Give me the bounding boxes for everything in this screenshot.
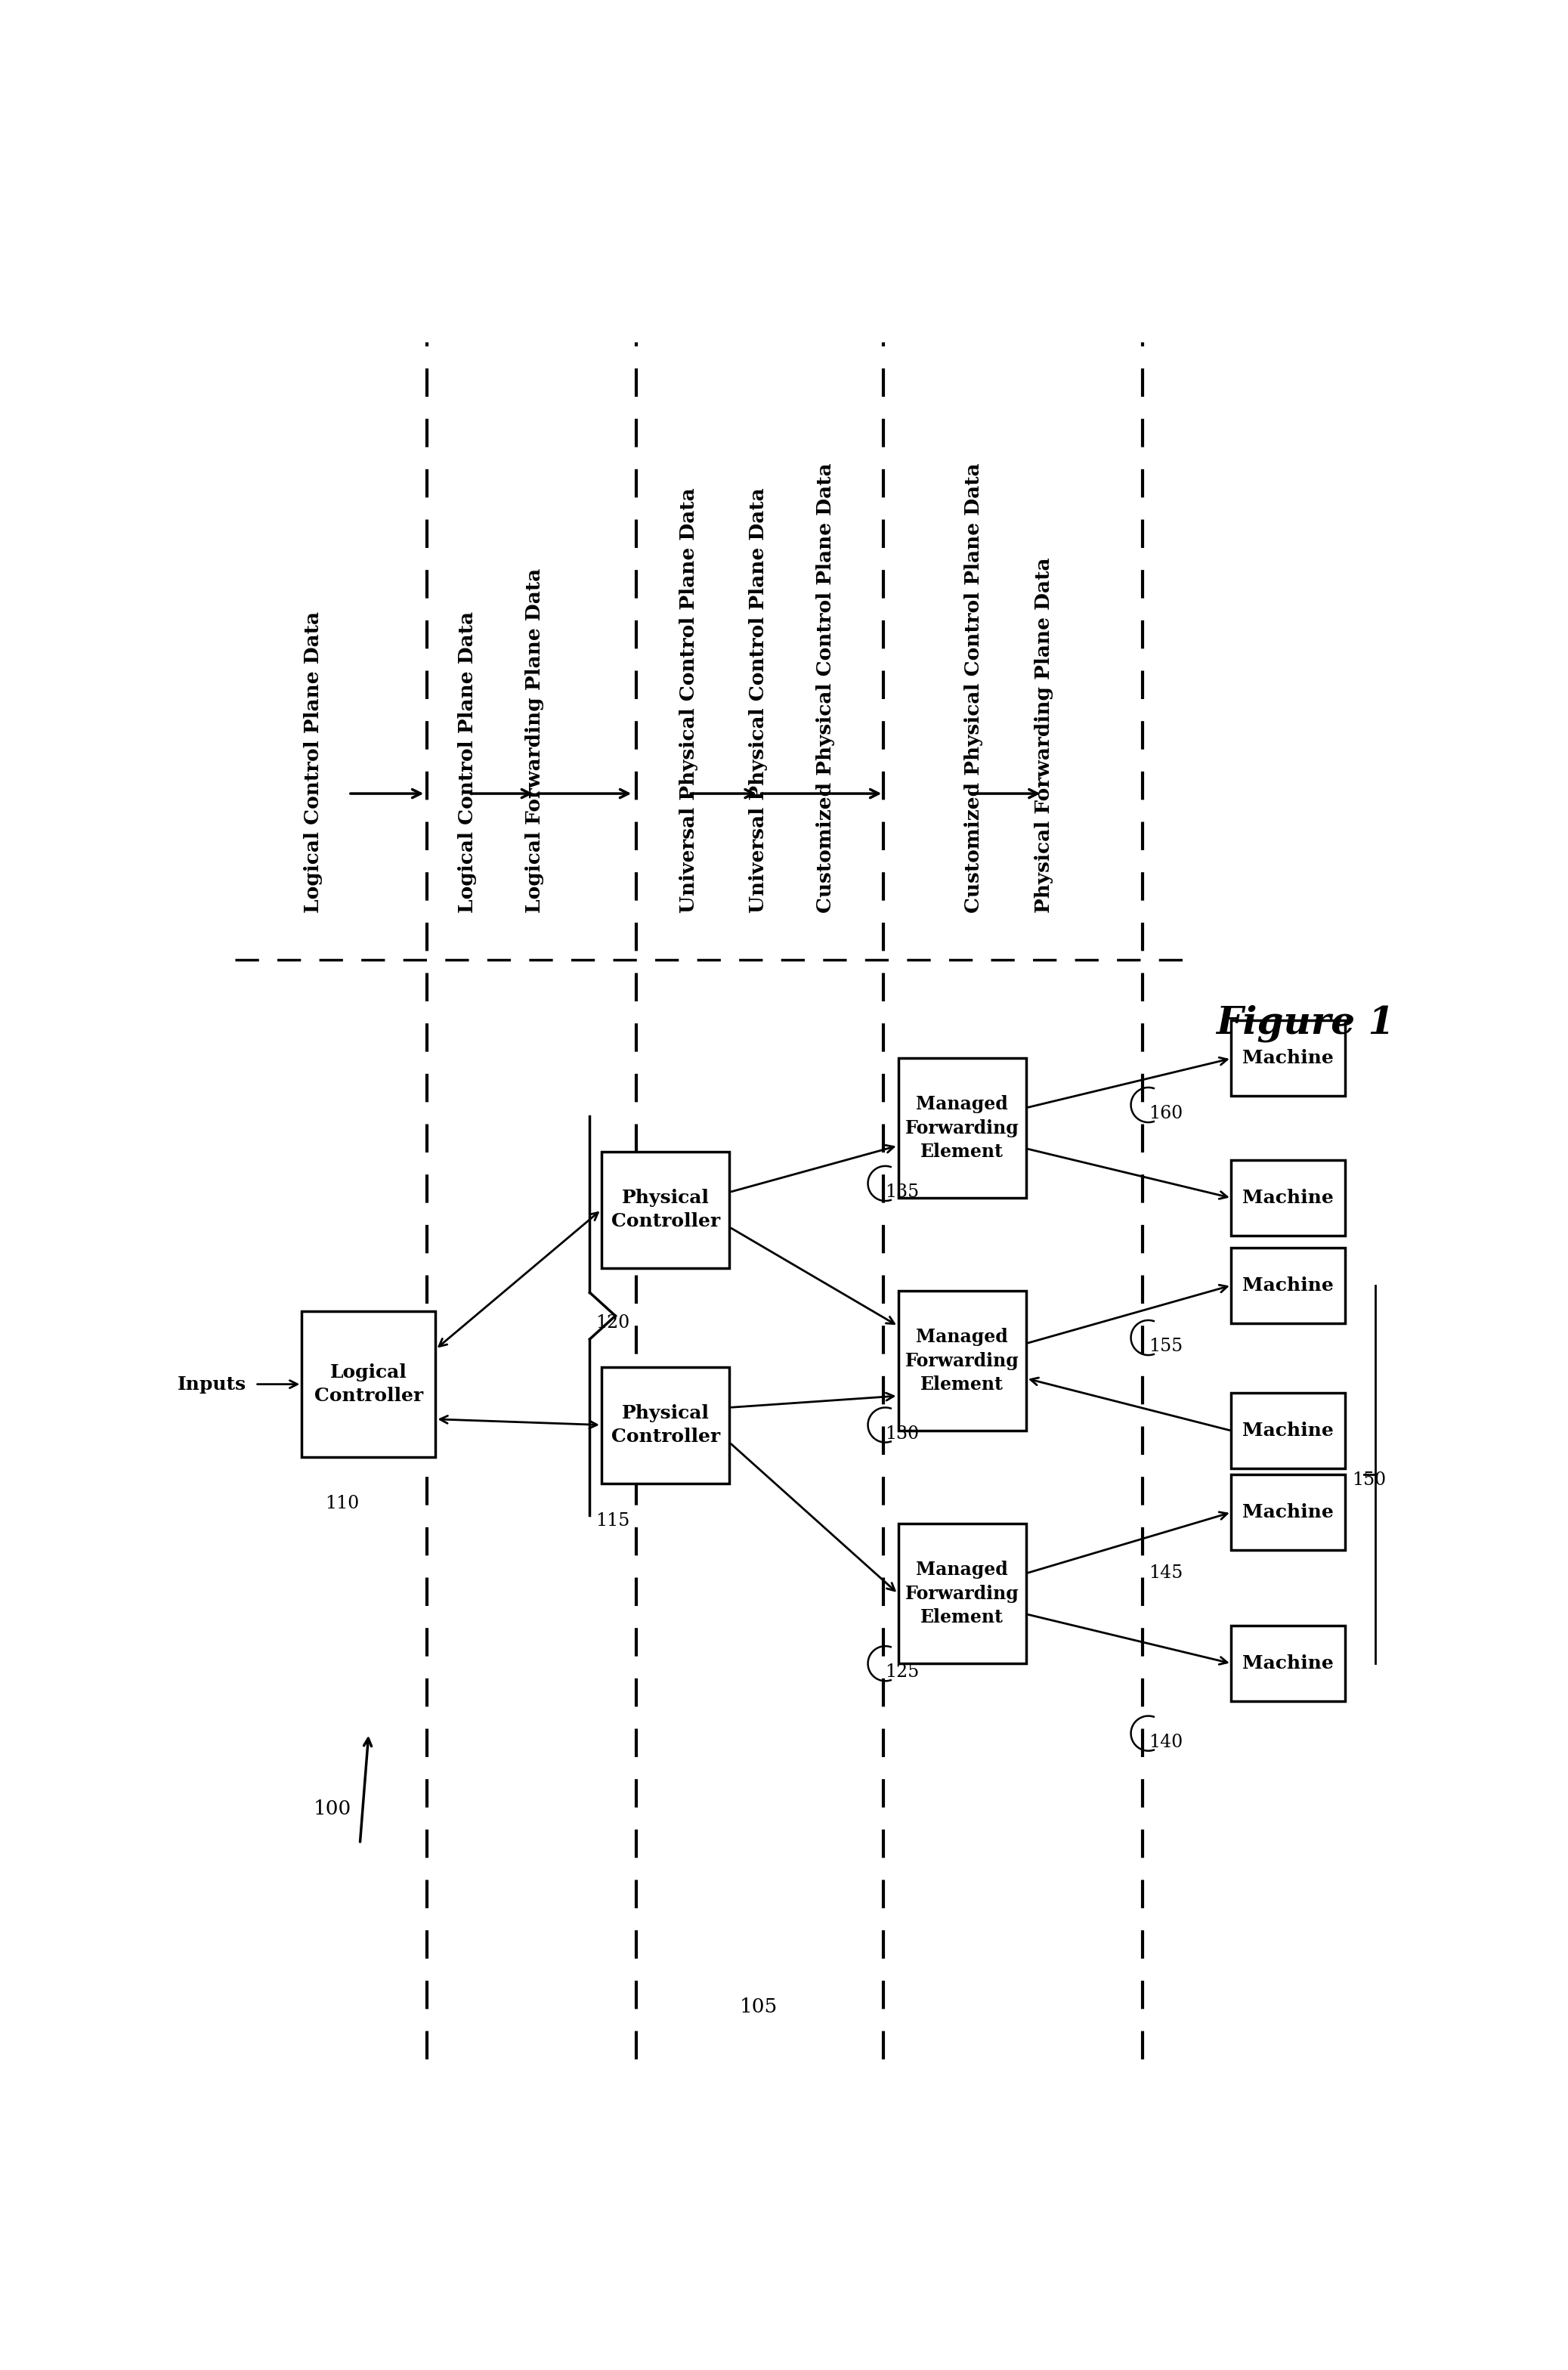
Text: 100: 100 [314, 1799, 351, 1818]
Bar [898, 1524, 1025, 1664]
Text: Customized Physical Control Plane Data: Customized Physical Control Plane Data [815, 462, 834, 912]
Text: Machine: Machine [1242, 1190, 1334, 1206]
Text: Physical Forwarding Plane Data: Physical Forwarding Plane Data [1035, 557, 1054, 912]
Bar [1231, 1626, 1345, 1702]
Text: 110: 110 [325, 1495, 359, 1512]
Text: Managed
Forwarding
Element: Managed Forwarding Element [905, 1327, 1019, 1394]
Text: 115: 115 [596, 1512, 630, 1529]
Text: 140: 140 [1148, 1732, 1182, 1751]
Text: 145: 145 [1148, 1564, 1182, 1583]
Text: 135: 135 [886, 1183, 919, 1202]
Text: Physical
Controller: Physical Controller [612, 1190, 720, 1230]
Bar [1231, 1021, 1345, 1097]
Text: Customized Physical Control Plane Data: Customized Physical Control Plane Data [964, 462, 983, 912]
Text: 155: 155 [1148, 1337, 1182, 1356]
Text: Machine: Machine [1242, 1503, 1334, 1522]
Bar [1231, 1247, 1345, 1322]
Text: Machine: Machine [1242, 1422, 1334, 1441]
Bar [1231, 1394, 1345, 1469]
Text: Logical
Controller: Logical Controller [314, 1363, 423, 1405]
Bar [602, 1152, 729, 1268]
Bar [1231, 1161, 1345, 1235]
Text: 125: 125 [886, 1664, 919, 1680]
Bar [898, 1292, 1025, 1431]
Text: Universal Physical Control Plane Data: Universal Physical Control Plane Data [679, 488, 698, 912]
Text: Logical Control Plane Data: Logical Control Plane Data [304, 611, 323, 912]
Text: Machine: Machine [1242, 1275, 1334, 1294]
Text: Physical
Controller: Physical Controller [612, 1403, 720, 1446]
Text: 120: 120 [596, 1315, 630, 1332]
Text: 160: 160 [1148, 1104, 1182, 1123]
Text: Machine: Machine [1242, 1654, 1334, 1673]
Text: Managed
Forwarding
Element: Managed Forwarding Element [905, 1562, 1019, 1626]
Text: Logical Forwarding Plane Data: Logical Forwarding Plane Data [525, 569, 544, 912]
Text: Figure 1: Figure 1 [1217, 1005, 1394, 1043]
Text: Machine: Machine [1242, 1050, 1334, 1066]
Bar [301, 1311, 436, 1458]
Text: Inputs: Inputs [177, 1375, 246, 1394]
Bar [602, 1367, 729, 1484]
Text: Universal Physical Control Plane Data: Universal Physical Control Plane Data [750, 488, 768, 912]
Text: 150: 150 [1352, 1472, 1386, 1488]
Text: 105: 105 [740, 1998, 778, 2017]
Text: Managed
Forwarding
Element: Managed Forwarding Element [905, 1095, 1019, 1161]
Bar [1231, 1474, 1345, 1550]
Bar [898, 1059, 1025, 1197]
Text: Logical Control Plane Data: Logical Control Plane Data [458, 611, 477, 912]
Text: 130: 130 [886, 1424, 919, 1443]
